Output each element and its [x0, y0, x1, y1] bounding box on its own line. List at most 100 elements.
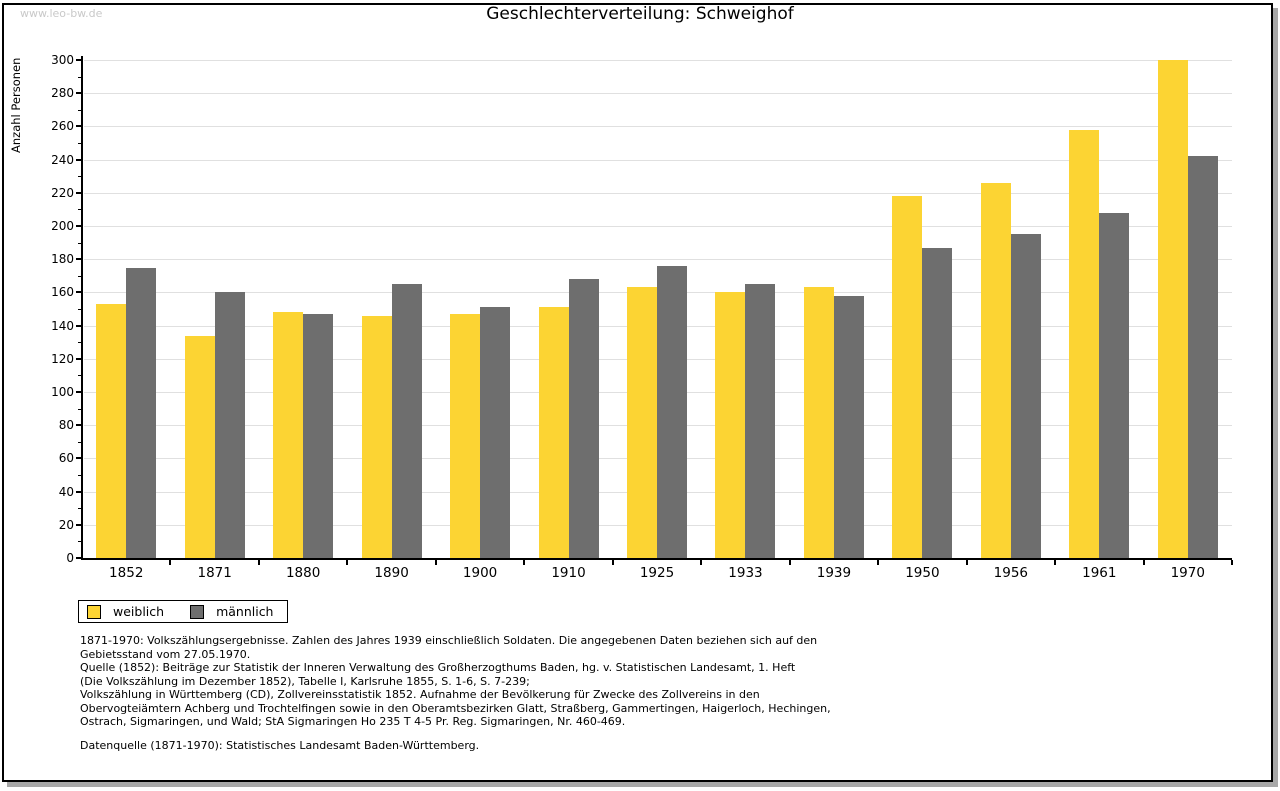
y-tick	[76, 391, 82, 393]
x-tick-label: 1910	[551, 565, 586, 581]
chart-title: Geschlechterverteilung: Schweighof	[486, 4, 794, 24]
bar-männlich-1933	[745, 284, 776, 558]
bar-weiblich-1890	[361, 315, 392, 558]
bar-männlich-1970	[1187, 156, 1218, 558]
x-tick	[434, 560, 437, 565]
y-tick	[76, 191, 82, 194]
bar-weiblich-1933	[715, 292, 746, 558]
x-tick	[700, 560, 703, 565]
bar-weiblich-1852	[96, 304, 127, 558]
y-tick	[76, 424, 82, 427]
y-tick	[76, 125, 82, 128]
y-axis-label: Anzahl Personen	[9, 57, 23, 153]
legend-swatch-weiblich	[87, 604, 101, 619]
bar-männlich-1880	[303, 313, 334, 558]
y-minor-tick	[78, 209, 82, 211]
y-tick-label: 240	[51, 152, 74, 167]
footnote-line: Obervogteiämtern Achberg und Trochtelfin…	[80, 701, 831, 715]
x-tick-label: 1933	[728, 565, 763, 581]
y-tick-label: 120	[51, 351, 74, 366]
y-minor-tick	[78, 475, 82, 476]
gridline	[84, 126, 1232, 128]
x-tick	[523, 560, 526, 565]
y-minor-tick	[78, 342, 82, 344]
y-tick-label: 100	[51, 385, 74, 399]
y-tick	[76, 357, 82, 360]
x-tick-label: 1925	[639, 565, 675, 581]
x-tick-label: 1950	[905, 565, 940, 581]
bar-männlich-1871	[214, 292, 245, 558]
bar-weiblich-1970	[1157, 60, 1188, 558]
y-tick-label: 20	[58, 517, 74, 532]
x-tick-label: 1900	[462, 565, 498, 581]
y-tick	[76, 225, 82, 227]
y-tick-label: 60	[58, 451, 74, 466]
x-tick-label: 1852	[109, 565, 144, 581]
bar-männlich-1910	[568, 279, 599, 558]
datasource-line: Datenquelle (1871-1970): Statistisches L…	[80, 738, 480, 752]
bar-weiblich-1871	[184, 335, 215, 558]
bar-männlich-1852	[126, 267, 157, 558]
y-tick-label: 260	[51, 119, 74, 134]
x-tick-label: 1956	[993, 565, 1029, 581]
bar-weiblich-1950	[892, 196, 923, 558]
x-tick-label: 1939	[816, 565, 852, 581]
gridline	[84, 259, 1232, 261]
legend-swatch-maennlich	[190, 604, 205, 619]
x-axis-line	[81, 558, 1232, 560]
bar-männlich-1950	[922, 247, 953, 558]
y-tick-label: 40	[58, 484, 74, 499]
y-tick	[76, 59, 82, 61]
y-tick	[76, 557, 82, 559]
y-tick-label: 220	[51, 185, 74, 200]
gridline	[84, 159, 1232, 161]
footnotes: 1871-1970: Volkszählungsergebnisse. Zahl…	[80, 634, 831, 752]
bar-männlich-1890	[391, 284, 422, 558]
x-tick	[965, 560, 968, 565]
footnote-line: Quelle (1852): Beiträge zur Statistik de…	[80, 661, 796, 674]
bar-weiblich-1910	[538, 307, 569, 558]
y-tick-label: 0	[66, 551, 74, 565]
y-tick	[76, 457, 82, 460]
y-tick	[76, 158, 82, 161]
y-axis-line	[81, 56, 83, 560]
y-minor-tick	[78, 143, 82, 144]
bar-männlich-1961	[1099, 212, 1130, 558]
x-tick-label: 1871	[197, 565, 232, 581]
gridline	[84, 192, 1232, 194]
y-tick	[76, 92, 82, 95]
x-tick	[257, 560, 260, 565]
y-tick	[76, 291, 82, 294]
x-tick	[1054, 560, 1057, 565]
x-tick	[346, 560, 349, 565]
legend-item-weiblich: weiblich	[87, 604, 164, 619]
gridline	[84, 60, 1232, 61]
bar-männlich-1925	[657, 265, 687, 558]
x-tick	[1142, 560, 1145, 565]
footnote-line: Volkszählung in Württemberg (CD), Zollve…	[80, 688, 760, 701]
y-minor-tick	[78, 275, 82, 277]
bar-männlich-1939	[833, 295, 864, 558]
gridline	[84, 226, 1232, 227]
bar-weiblich-1900	[450, 313, 481, 558]
x-tick	[1231, 560, 1233, 565]
gridline	[84, 93, 1232, 95]
y-minor-tick	[78, 508, 82, 510]
footnote-line: (Die Volkszählung im Dezember 1852), Tab…	[80, 674, 530, 688]
y-tick	[76, 258, 82, 261]
x-tick-label: 1961	[1082, 565, 1117, 581]
legend-label-maennlich: männlich	[216, 604, 274, 619]
y-minor-tick	[78, 309, 82, 310]
y-minor-tick	[78, 375, 82, 377]
y-tick	[76, 490, 82, 493]
x-tick-label: 1880	[285, 565, 321, 581]
bar-weiblich-1956	[980, 182, 1011, 558]
y-minor-tick	[78, 541, 82, 543]
y-tick-label: 80	[58, 418, 74, 433]
y-tick-label: 300	[51, 53, 74, 67]
y-tick-label: 140	[51, 318, 74, 333]
bar-weiblich-1961	[1069, 129, 1100, 558]
x-tick	[611, 560, 614, 565]
